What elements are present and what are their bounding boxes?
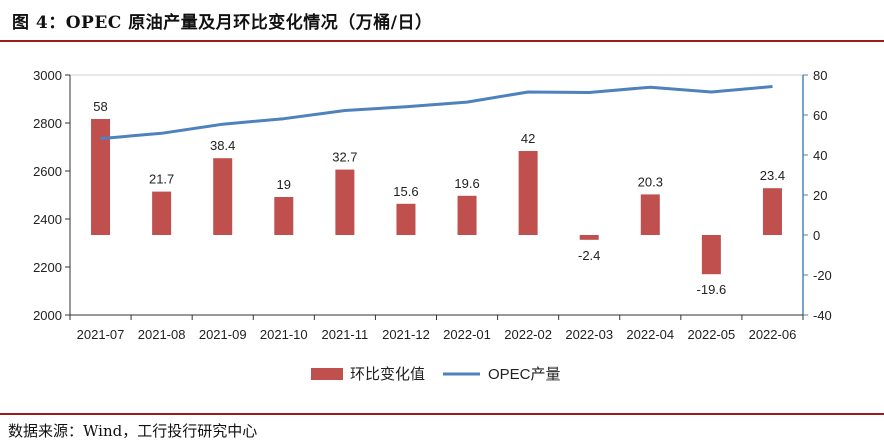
bar [213,158,233,235]
left-tick-label: 2600 [33,164,62,179]
line-path [100,85,773,141]
bar-data-labels: 58 21.7 38.4 19 32.7 15.6 19.6 42 -2.4 20.3 -19.6 2… [93,99,785,297]
x-tick-label: 2022-05 [688,327,736,342]
bar-data-label: 15.6 [393,184,418,199]
bar [518,151,538,235]
bar-data-label: 19.6 [454,176,479,191]
bar-data-label: 23.4 [760,168,785,183]
right-tick-label: -40 [813,308,832,323]
bar-data-label: 21.7 [149,172,174,187]
left-tick-label: 3000 [33,68,62,83]
bar [762,188,782,235]
bar [396,203,416,235]
x-tick-label: 2022-04 [626,327,674,342]
legend-bar-label: 环比变化值 [350,366,425,383]
source-rule [0,413,884,415]
legend-bar-swatch [311,368,343,380]
right-tick-label: 80 [813,68,827,83]
legend-line-label: OPEC产量 [488,366,561,383]
bar [579,235,599,240]
right-tick-label: 20 [813,188,827,203]
bar [640,194,660,235]
x-tick-label: 2021-12 [382,327,430,342]
left-tick-label: 2000 [33,308,62,323]
plot-frame [69,74,804,316]
x-tick-label: 2022-01 [443,327,491,342]
right-tick-label: 60 [813,108,827,123]
bar-data-label: 38.4 [210,138,235,153]
x-tick-label: 2022-06 [749,327,797,342]
x-tick-label: 2021-07 [77,327,125,342]
legend: 环比变化值 OPEC产量 [311,366,561,383]
chart-title: 图 4：OPEC 原油产量及月环比变化情况（万桶/日） [12,13,433,33]
x-tick-label: 2022-02 [504,327,552,342]
title-rule [0,40,884,42]
bar [152,191,172,235]
bar [274,197,294,235]
right-tick-label: -20 [813,268,832,283]
source-note: 数据来源：Wind，工行投行研究中心 [8,422,258,440]
x-tick-label: 2021-08 [138,327,186,342]
x-tick-label: 2021-09 [199,327,247,342]
bar-data-label: -2.4 [578,248,600,263]
bar-data-label: 19 [277,177,291,192]
right-tick-label: 40 [813,148,827,163]
line-series [100,85,773,141]
bar [457,195,477,235]
bar-data-label: 20.3 [638,174,663,189]
bar-series [91,119,782,275]
left-y-axis: 2000 2200 2400 2600 2800 3000 [33,68,71,323]
right-tick-label: 0 [813,228,820,243]
bar [91,119,111,235]
right-y-axis: -40 -20 0 20 40 60 80 [802,68,832,323]
left-tick-label: 2800 [33,116,62,131]
bar-data-label: 58 [93,99,107,114]
bar-data-label: 42 [521,131,535,146]
left-tick-label: 2200 [33,260,62,275]
x-tick-label: 2021-11 [322,327,369,342]
x-tick-label: 2022-03 [565,327,613,342]
bar [335,169,355,235]
bar [701,235,721,275]
bar-data-label: -19.6 [697,282,727,297]
bar-data-label: 32.7 [332,150,357,165]
x-tick-label: 2021-10 [260,327,308,342]
left-tick-label: 2400 [33,212,62,227]
x-axis: 2021-07 2021-08 2021-09 2021-10 2021-11 2021-… [69,314,804,342]
